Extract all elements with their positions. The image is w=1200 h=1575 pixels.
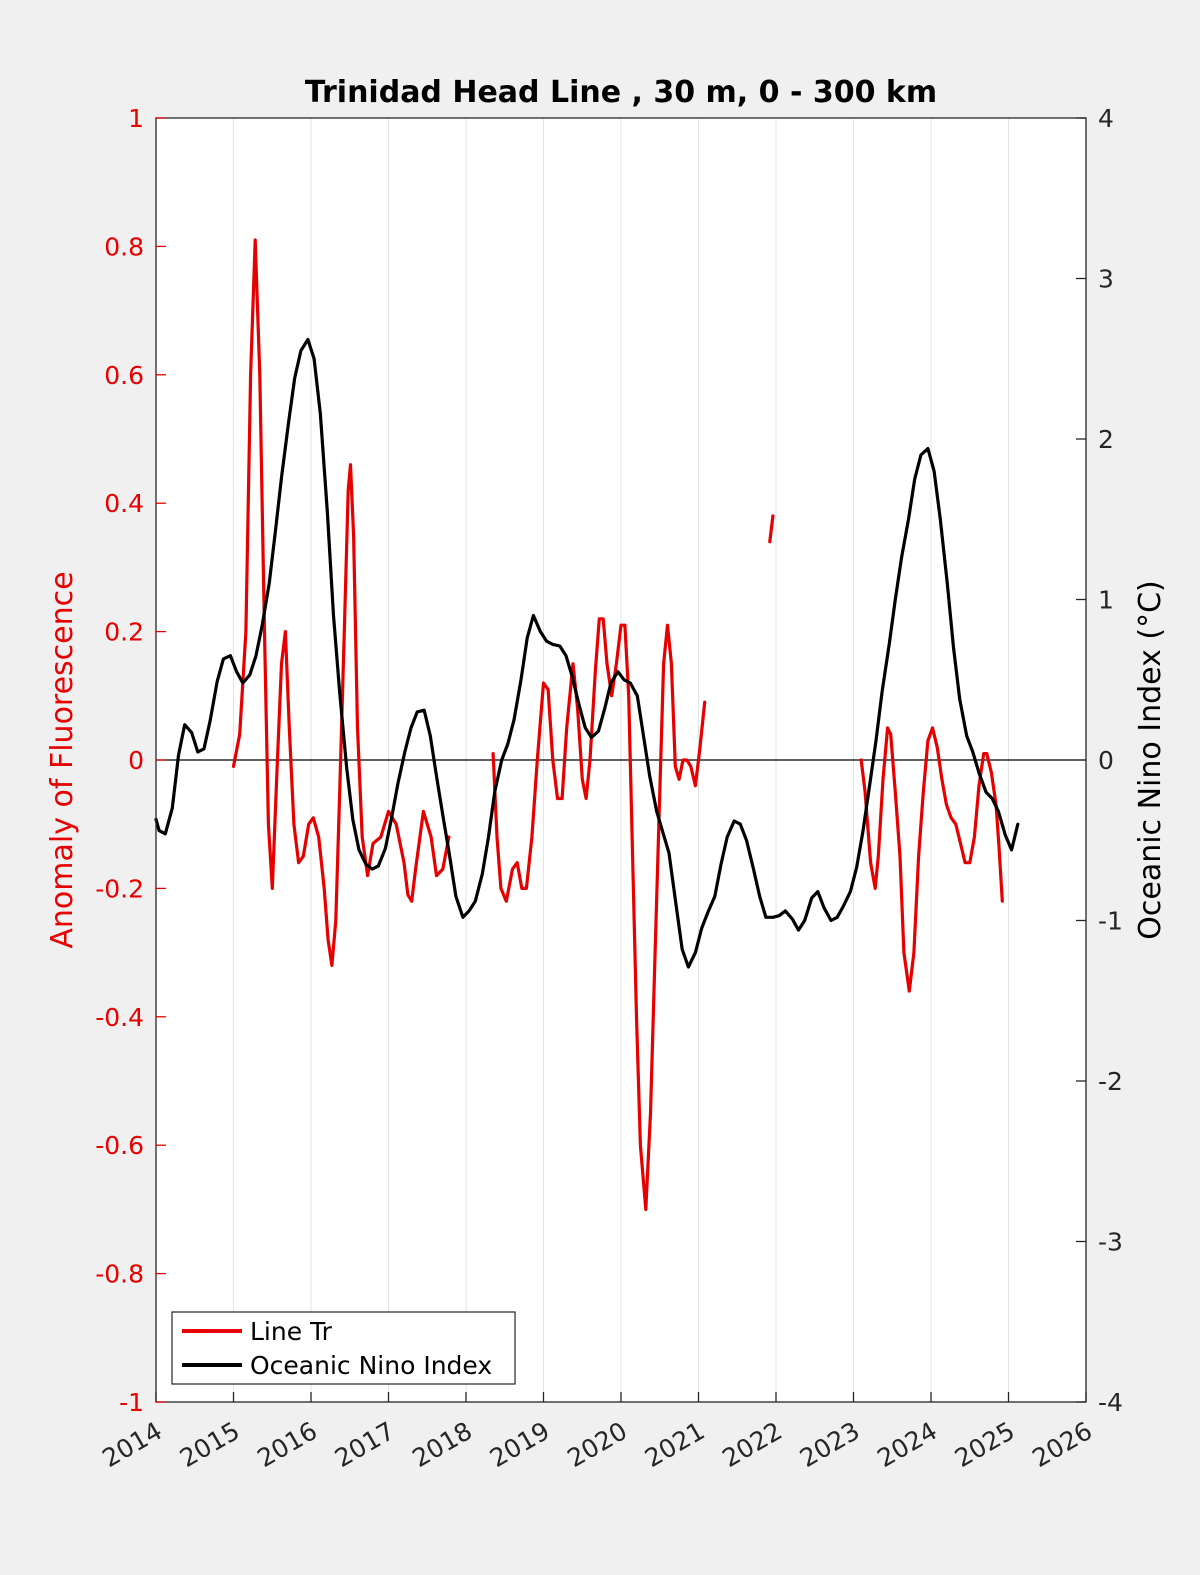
- y-right-tick-label: 2: [1098, 425, 1114, 454]
- y-left-tick-label: -1: [119, 1388, 144, 1417]
- y-axis-left-title: Anomaly of Fluorescence: [45, 571, 80, 948]
- series-line-tr-segment-1: [491, 617, 707, 1212]
- legend: Line Tr Oceanic Nino Index: [171, 1311, 516, 1385]
- y-right-tick-label: 3: [1098, 265, 1114, 294]
- series-line-tr-segment-0: [231, 238, 451, 968]
- y-left-tick-label: -0.6: [95, 1131, 144, 1160]
- legend-box: [171, 1311, 516, 1385]
- y-left-tick-label: 0.4: [104, 489, 144, 518]
- y-left-tick-label: 0.2: [104, 618, 144, 647]
- series-layer: [154, 238, 1020, 1212]
- y-right-tick-label: 1: [1098, 586, 1114, 615]
- y-left-tick-label: 0: [128, 746, 144, 775]
- series-line-tr-segment-2: [768, 514, 775, 544]
- y-right-tick-label: -1: [1098, 907, 1123, 936]
- y-right-tick-label: 0: [1098, 746, 1114, 775]
- y-left-tick-label: 1: [128, 104, 144, 133]
- series-line-tr-segment-3: [859, 726, 1004, 993]
- legend-label-line-tr: Line Tr: [250, 1317, 333, 1346]
- y-left-tick-label: -0.8: [95, 1260, 144, 1289]
- y-left-tick-label: 0.6: [104, 361, 144, 390]
- y-right-tick-label: -2: [1098, 1067, 1123, 1096]
- y-right-tick-label: -4: [1098, 1388, 1123, 1417]
- y-left-tick-label: -0.4: [95, 1003, 144, 1032]
- y-right-tick-label: -3: [1098, 1228, 1123, 1257]
- y-left-tick-label: -0.2: [95, 874, 144, 903]
- y-axis-right-title: Oceanic Nino Index (°C): [1133, 580, 1168, 940]
- chart-title: Trinidad Head Line , 30 m, 0 - 300 km: [305, 75, 937, 110]
- legend-label-oni: Oceanic Nino Index: [250, 1351, 492, 1380]
- y-right-tick-label: 4: [1098, 104, 1114, 133]
- y-left-tick-label: 0.8: [104, 232, 144, 261]
- series-oceanic-nino-index-segment-0: [154, 337, 1020, 969]
